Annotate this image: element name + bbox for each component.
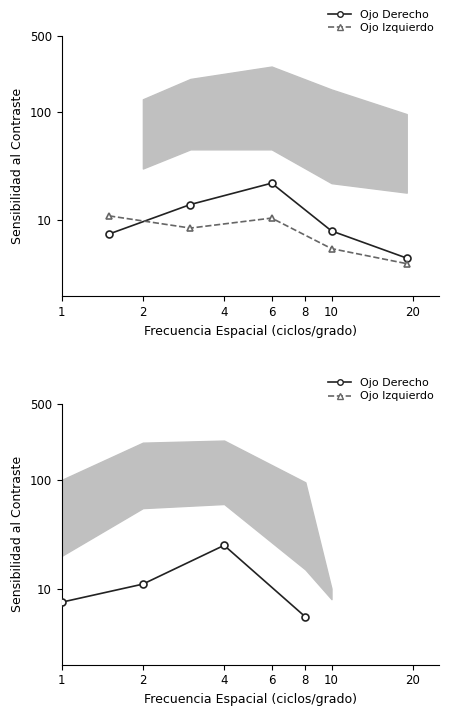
Legend: Ojo Derecho, Ojo Izquierdo: Ojo Derecho, Ojo Izquierdo [328,378,433,402]
Y-axis label: Sensibilidad al Contraste: Sensibilidad al Contraste [11,88,24,244]
X-axis label: Frecuencia Espacial (ciclos/grado): Frecuencia Espacial (ciclos/grado) [144,693,357,706]
Y-axis label: Sensibilidad al Contraste: Sensibilidad al Contraste [11,456,24,612]
Legend: Ojo Derecho, Ojo Izquierdo: Ojo Derecho, Ojo Izquierdo [328,10,433,33]
X-axis label: Frecuencia Espacial (ciclos/grado): Frecuencia Espacial (ciclos/grado) [144,325,357,338]
